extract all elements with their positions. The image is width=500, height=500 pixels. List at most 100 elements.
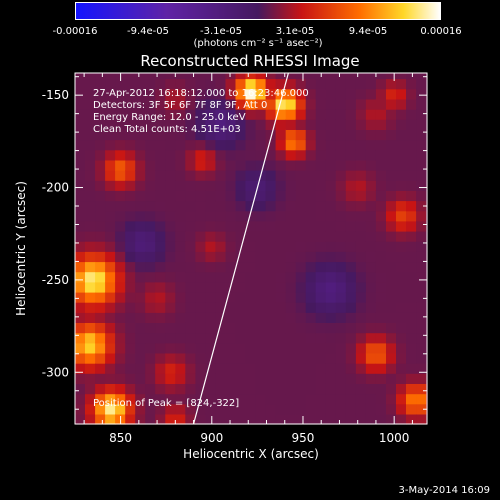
- heatmap-cell: [295, 251, 307, 263]
- heatmap-cell: [85, 98, 96, 110]
- heatmap-cell: [95, 363, 106, 374]
- heatmap-cell: [125, 332, 136, 344]
- heatmap-cell: [115, 170, 126, 181]
- heatmap-cell: [105, 322, 116, 334]
- heatmap-cell: [145, 383, 156, 395]
- heatmap-cell: [85, 261, 96, 273]
- heatmap-cell: [115, 149, 126, 161]
- heatmap-cell: [205, 98, 216, 110]
- heatmap-cell: [195, 159, 206, 171]
- heatmap-cell: [375, 312, 387, 323]
- heatmap-cell: [165, 241, 176, 252]
- heatmap-cell: [195, 342, 206, 354]
- heatmap-cell: [386, 363, 397, 374]
- heatmap-cell: [245, 230, 257, 242]
- heatmap-cell: [315, 271, 327, 283]
- heatmap-cell: [205, 180, 216, 191]
- heatmap-cell: [396, 190, 407, 202]
- heatmap-cell: [406, 200, 417, 212]
- heatmap-cell: [115, 251, 126, 263]
- heatmap-cell: [295, 413, 307, 425]
- heatmap-cell: [185, 332, 196, 344]
- y-tick-label: -300: [42, 365, 69, 379]
- heatmap-cell: [355, 170, 367, 181]
- heatmap-cell: [255, 159, 267, 171]
- heatmap-cell: [195, 363, 206, 374]
- heatmap-cell: [185, 241, 196, 252]
- heatmap-cell: [355, 180, 367, 191]
- heatmap-cell: [175, 220, 186, 232]
- heatmap-cell: [115, 180, 126, 191]
- heatmap-cell: [115, 322, 126, 334]
- heatmap-cell: [255, 363, 267, 374]
- heatmap-cell: [75, 342, 86, 354]
- heatmap-cell: [115, 190, 126, 202]
- heatmap-cell: [225, 291, 237, 303]
- heatmap-cell: [165, 302, 176, 313]
- heatmap-cell: [255, 322, 267, 334]
- heatmap-cell: [386, 180, 397, 191]
- heatmap-cell: [235, 220, 247, 232]
- heatmap-cell: [205, 312, 216, 323]
- heatmap-cell: [105, 291, 116, 303]
- heatmap-cell: [185, 302, 196, 313]
- heatmap-cell: [315, 78, 327, 90]
- heatmap-cell: [265, 180, 277, 191]
- heatmap-cell: [95, 241, 106, 252]
- heatmap-cell: [155, 220, 166, 232]
- heatmap-cell: [406, 139, 417, 151]
- heatmap-cell: [355, 383, 367, 395]
- heatmap-cell: [105, 88, 116, 100]
- heatmap-cell: [345, 230, 357, 242]
- heatmap-cell: [105, 220, 116, 232]
- heatmap-cell: [375, 332, 387, 344]
- heatmap-cell: [265, 230, 277, 242]
- heatmap-cell: [406, 352, 417, 364]
- heatmap-cell: [295, 322, 307, 334]
- heatmap-cell: [245, 73, 257, 80]
- heatmap-cell: [315, 119, 327, 130]
- heatmap-cell: [175, 109, 186, 120]
- heatmap-cell: [386, 220, 397, 232]
- heatmap-cell: [135, 281, 146, 293]
- heatmap-cell: [175, 281, 186, 293]
- heatmap-cell: [235, 230, 247, 242]
- heatmap-cell: [416, 119, 427, 130]
- heatmap-cell: [355, 241, 367, 252]
- heatmap-cell: [85, 170, 96, 181]
- heatmap-cell: [295, 281, 307, 293]
- heatmap-cell: [406, 220, 417, 232]
- heatmap-cell: [295, 302, 307, 313]
- heatmap-cell: [255, 230, 267, 242]
- heatmap-cell: [255, 78, 267, 90]
- heatmap-cell: [75, 78, 86, 90]
- heatmap-cell: [365, 170, 377, 181]
- heatmap-cell: [325, 78, 337, 90]
- heatmap-cell: [145, 119, 156, 130]
- heatmap-cell: [75, 109, 86, 120]
- heatmap-cell: [396, 413, 407, 425]
- heatmap-cell: [205, 88, 216, 100]
- heatmap-cell: [215, 98, 226, 110]
- heatmap-cell: [75, 129, 86, 141]
- heatmap-cell: [115, 119, 126, 130]
- heatmap-cell: [175, 129, 186, 141]
- heatmap-cell: [205, 230, 216, 242]
- heatmap-cell: [355, 281, 367, 293]
- heatmap-cell: [275, 261, 287, 273]
- heatmap-cell: [396, 322, 407, 334]
- heatmap-cell: [265, 291, 277, 303]
- heatmap-cell: [125, 98, 136, 110]
- heatmap-cell: [396, 393, 407, 405]
- heatmap-cell: [345, 403, 357, 415]
- heatmap-cell: [265, 332, 277, 344]
- heatmap-cell: [275, 291, 287, 303]
- heatmap-cell: [255, 98, 267, 110]
- heatmap-cell: [135, 119, 146, 130]
- heatmap-cell: [325, 322, 337, 334]
- heatmap-cell: [135, 413, 146, 425]
- heatmap-cell: [125, 403, 136, 415]
- heatmap-cell: [135, 342, 146, 354]
- heatmap-cell: [335, 332, 347, 344]
- heatmap-cell: [275, 119, 287, 130]
